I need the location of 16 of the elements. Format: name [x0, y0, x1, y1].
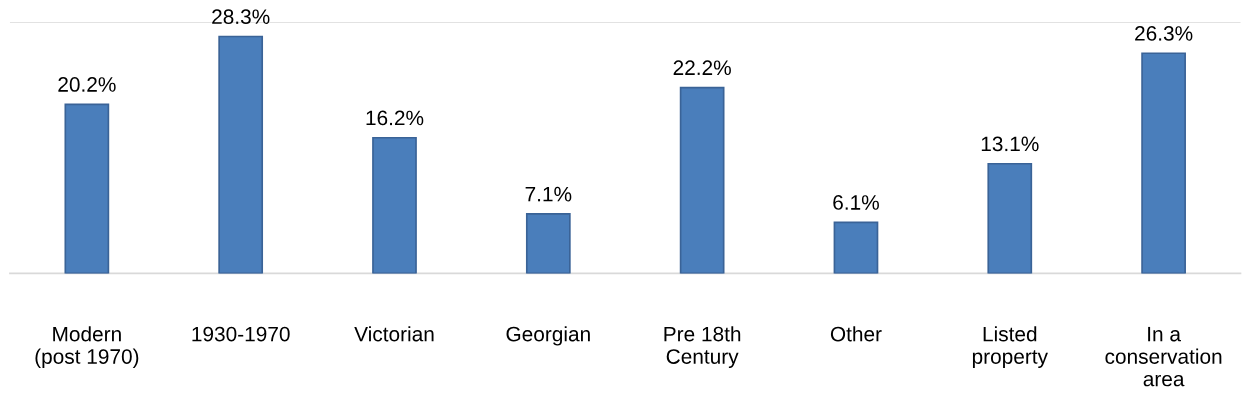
x-tick-label: Victorian: [354, 326, 434, 342]
x-tick-label: Pre 18th Century: [664, 326, 741, 369]
data-label: 22.2%: [673, 60, 731, 76]
data-label: 26.3%: [1135, 26, 1193, 41]
x-tick-label: Other: [830, 326, 882, 342]
data-label: 20.2%: [58, 77, 116, 92]
x-tick-label: Modern (post 1970): [35, 326, 139, 369]
data-label: 13.1%: [981, 136, 1039, 152]
x-tick-label: In a conservation area: [1105, 326, 1222, 387]
data-label: 7.1%: [525, 186, 572, 202]
data-label: 28.3%: [212, 9, 270, 25]
x-tick-label: Listed property: [972, 326, 1048, 369]
data-label: 16.2%: [366, 110, 424, 126]
x-tick-label: 1930-1970: [192, 326, 290, 342]
data-label: 6.1%: [833, 195, 879, 210]
x-tick-label: Georgian: [506, 326, 590, 346]
